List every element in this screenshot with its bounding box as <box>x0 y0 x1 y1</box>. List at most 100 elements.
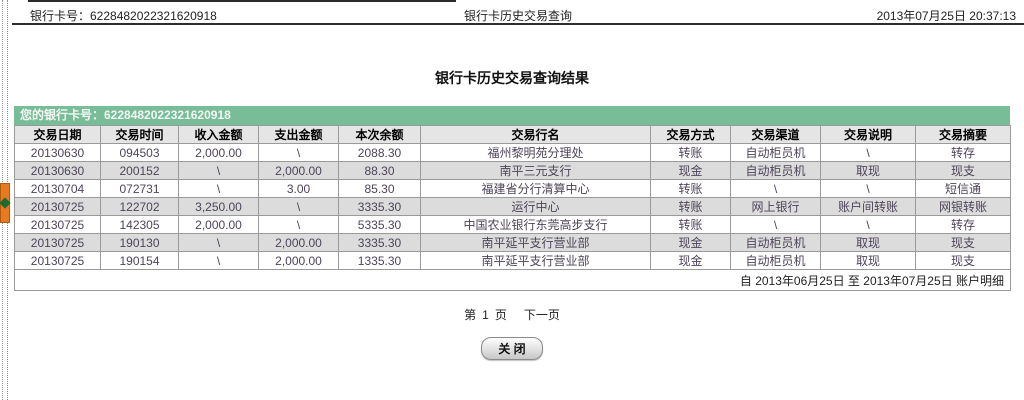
table-cell: \ <box>730 179 821 198</box>
table-row: 20130725 122702 3,250.00 \ 3335.30 运行中心 … <box>14 197 1011 216</box>
table-cell: 2,000.00 <box>178 143 259 162</box>
table-cell: 3,250.00 <box>178 197 259 216</box>
table-cell: 20130725 <box>14 197 101 216</box>
table-cell: 自动柜员机 <box>730 251 821 270</box>
table-cell: \ <box>820 215 916 234</box>
table-cell: 转账 <box>650 215 731 234</box>
table-cell: \ <box>820 143 916 162</box>
table-cell: 福建省分行清算中心 <box>420 179 651 198</box>
table-cell: 190130 <box>100 233 179 252</box>
column-header-date: 交易日期 <box>14 125 101 144</box>
table-cell: 094503 <box>100 143 179 162</box>
table-cell: 运行中心 <box>420 197 651 216</box>
table-cell: 2,000.00 <box>258 251 339 270</box>
table-cell: 3335.30 <box>338 233 421 252</box>
column-header-branch: 交易行名 <box>420 125 651 144</box>
table-cell: 20130725 <box>14 251 101 270</box>
table-cell: 20130704 <box>14 179 101 198</box>
table-cell: 88.30 <box>338 161 421 180</box>
column-header-time: 交易时间 <box>100 125 179 144</box>
table-cell: 转存 <box>915 215 1011 234</box>
table-cell: 20130630 <box>14 161 101 180</box>
table-cell: 1335.30 <box>338 251 421 270</box>
table-cell: 3.00 <box>258 179 339 198</box>
table-cell: 网银转账 <box>915 197 1011 216</box>
table-cell: 转账 <box>650 143 731 162</box>
table-cell: 短信通 <box>915 179 1011 198</box>
card-number-label: 银行卡号：6228482022321620918 <box>30 9 217 23</box>
table-cell: 3335.30 <box>338 197 421 216</box>
table-cell: 现支 <box>915 233 1011 252</box>
table-cell: 20130725 <box>14 233 101 252</box>
page-prefix-label: 第 <box>464 308 477 322</box>
table-cell: 取现 <box>820 251 916 270</box>
table-cell: 20130725 <box>14 215 101 234</box>
table-row: 20130725 190154 \ 2,000.00 1335.30 南平延平支… <box>14 251 1011 270</box>
table-cell: \ <box>730 215 821 234</box>
column-header-income: 收入金额 <box>178 125 259 144</box>
table-cell: 2,000.00 <box>258 233 339 252</box>
table-cell: 中国农业银行东莞高步支行 <box>420 215 651 234</box>
next-page-link[interactable]: 下一页 <box>523 308 560 322</box>
table-cell: 现支 <box>915 161 1011 180</box>
table-cell: 2,000.00 <box>258 161 339 180</box>
table-cell: 自动柜员机 <box>730 233 821 252</box>
page-suffix-label: 页 <box>494 308 507 322</box>
table-cell: 2,000.00 <box>178 215 259 234</box>
table-cell: 转账 <box>650 179 731 198</box>
top-status-bar: 银行卡号：6228482022321620918 银行卡历史交易查询 2013年… <box>12 2 1024 25</box>
table-cell: 5335.30 <box>338 215 421 234</box>
table-cell: 自动柜员机 <box>730 161 821 180</box>
table-cell: 自动柜员机 <box>730 143 821 162</box>
page-number: 1 <box>482 308 489 322</box>
column-header-method: 交易方式 <box>650 125 731 144</box>
table-row: 20130704 072731 \ 3.00 85.30 福建省分行清算中心 转… <box>14 179 1011 198</box>
window-title: 银行卡历史交易查询 <box>463 9 572 23</box>
summary-row: 自 2013年06月25日 至 2013年07月25日 账户明细 <box>14 269 1011 291</box>
left-edge-marker-icon <box>0 183 11 223</box>
table-row: 20130630 200152 \ 2,000.00 88.30 南平三元支行 … <box>14 161 1011 180</box>
table-cell: 190154 <box>100 251 179 270</box>
table-cell: \ <box>178 179 259 198</box>
table-cell: 网上银行 <box>730 197 821 216</box>
table-cell: \ <box>258 197 339 216</box>
page-title: 银行卡历史交易查询结果 <box>435 70 589 86</box>
table-cell: 南平延平支行营业部 <box>420 251 651 270</box>
table-cell: 200152 <box>100 161 179 180</box>
table-cell: 20130630 <box>14 143 101 162</box>
column-header-channel: 交易渠道 <box>730 125 821 144</box>
table-cell: 南平延平支行营业部 <box>420 233 651 252</box>
date-range-summary: 自 2013年06月25日 至 2013年07月25日 账户明细 <box>14 269 1011 291</box>
column-header-note: 交易说明 <box>820 125 916 144</box>
table-cell: \ <box>258 143 339 162</box>
table-cell: 现金 <box>650 233 731 252</box>
column-header-summary: 交易摘要 <box>915 125 1011 144</box>
table-row: 20130725 190130 \ 2,000.00 3335.30 南平延平支… <box>14 233 1011 252</box>
table-cell: \ <box>258 215 339 234</box>
table-cell: 2088.30 <box>338 143 421 162</box>
datetime-label: 2013年07月25日 20:37:13 <box>876 9 1016 23</box>
column-header-balance: 本次余额 <box>338 125 421 144</box>
table-row: 20130630 094503 2,000.00 \ 2088.30 福州黎明苑… <box>14 143 1011 162</box>
table-cell: 账户间转账 <box>820 197 916 216</box>
table-cell: \ <box>178 161 259 180</box>
table-cell: \ <box>178 233 259 252</box>
table-cell: \ <box>820 179 916 198</box>
table-cell: \ <box>178 251 259 270</box>
table-cell: 122702 <box>100 197 179 216</box>
table-cell: 福州黎明苑分理处 <box>420 143 651 162</box>
transaction-table: 交易日期 交易时间 收入金额 支出金额 本次余额 交易行名 交易方式 交易渠道 … <box>14 125 1011 291</box>
table-cell: 取现 <box>820 233 916 252</box>
table-caption: 您的银行卡号：6228482022321620918 <box>14 106 1010 125</box>
table-cell: 现金 <box>650 251 731 270</box>
close-button[interactable]: 关 闭 <box>481 337 543 360</box>
table-cell: 142305 <box>100 215 179 234</box>
table-cell: 取现 <box>820 161 916 180</box>
table-header-row: 交易日期 交易时间 收入金额 支出金额 本次余额 交易行名 交易方式 交易渠道 … <box>14 125 1011 144</box>
result-table-area: 您的银行卡号：6228482022321620918 交易日期 交易时间 收入金… <box>14 106 1011 291</box>
table-cell: 南平三元支行 <box>420 161 651 180</box>
table-cell: 072731 <box>100 179 179 198</box>
table-cell: 现支 <box>915 251 1011 270</box>
table-row: 20130725 142305 2,000.00 \ 5335.30 中国农业银… <box>14 215 1011 234</box>
table-cell: 85.30 <box>338 179 421 198</box>
